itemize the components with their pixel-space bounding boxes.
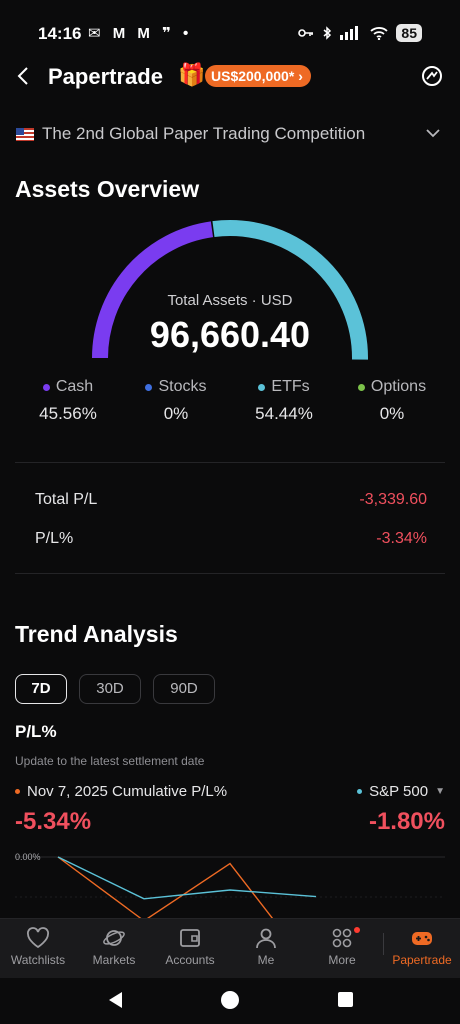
etfs-arc bbox=[212, 220, 368, 360]
pl-percent-value: -3.34% bbox=[376, 530, 427, 547]
series-right-value: -1.80% bbox=[368, 808, 445, 835]
chevron-down-icon bbox=[426, 129, 440, 138]
nav-more[interactable]: More bbox=[304, 927, 380, 967]
system-back-icon[interactable] bbox=[106, 990, 124, 1010]
blue-dot-icon bbox=[357, 789, 363, 794]
competition-selector[interactable]: The 2nd Global Paper Trading Competition bbox=[16, 122, 446, 146]
total-assets-label: Total Assets · USD bbox=[167, 292, 293, 309]
legend-label: Stocks bbox=[158, 378, 207, 395]
pl-chart-heading: P/L% bbox=[15, 722, 57, 741]
promo-badge[interactable]: US$200,000* › bbox=[205, 65, 311, 87]
asset-allocation-gauge bbox=[92, 220, 368, 360]
nav-me[interactable]: Me bbox=[228, 927, 304, 967]
legend-value: 0% bbox=[163, 404, 189, 423]
planet-icon bbox=[103, 930, 125, 946]
notification-dot-icon bbox=[354, 927, 360, 933]
tab-90d[interactable]: 90D bbox=[153, 674, 215, 704]
nav-bar: Papertrade 🎁 US$200,000* › bbox=[0, 56, 460, 100]
legend-label: Options bbox=[370, 378, 427, 395]
nav-watchlists[interactable]: Watchlists bbox=[0, 927, 76, 967]
total-pl-value: -3,339.60 bbox=[359, 491, 427, 508]
page-title: Papertrade bbox=[48, 64, 163, 89]
status-time: 14:16 bbox=[38, 24, 82, 43]
gift-icon[interactable]: 🎁 bbox=[178, 62, 206, 87]
caret-down-icon: ▼ bbox=[435, 786, 445, 797]
divider bbox=[15, 573, 445, 574]
series-right-label: S&P 500 bbox=[369, 783, 429, 800]
nav-label: Papertrade bbox=[392, 953, 452, 967]
tab-30d[interactable]: 30D bbox=[79, 674, 141, 704]
series-legend-row: Nov 7, 2025 Cumulative P/L% S&P 500 ▼ bbox=[15, 783, 445, 803]
competition-label: The 2nd Global Paper Trading Competition bbox=[42, 124, 366, 143]
promo-amount: US$200,000* bbox=[211, 68, 295, 84]
pl-chart-subtitle: Update to the latest settlement date bbox=[15, 754, 205, 768]
legend-options: Options 0% bbox=[332, 378, 452, 424]
benchmark-selector[interactable]: S&P 500 ▼ bbox=[357, 783, 445, 800]
series-left-value: -5.34% bbox=[15, 808, 92, 835]
bottom-tab-bar: Watchlists Markets Accounts Me More Pape… bbox=[0, 918, 460, 978]
legend-label: Cash bbox=[55, 378, 94, 395]
series-left-label: Nov 7, 2025 Cumulative P/L% bbox=[27, 783, 228, 800]
us-flag-icon bbox=[16, 127, 34, 141]
total-pl-label: Total P/L bbox=[35, 491, 98, 508]
nav-label: Markets bbox=[92, 953, 136, 967]
legend-label: ETFs bbox=[271, 378, 310, 395]
total-pl-row: Total P/L -3,339.60 bbox=[35, 491, 427, 509]
system-home-icon[interactable] bbox=[220, 990, 240, 1010]
allocation-legend: Cash 45.56% Stocks 0% ETFs 54.44% Option… bbox=[0, 378, 460, 434]
nav-papertrade[interactable]: Papertrade bbox=[384, 927, 460, 967]
nav-accounts[interactable]: Accounts bbox=[152, 927, 228, 967]
cash-dot-icon bbox=[42, 383, 50, 391]
legend-cash: Cash 45.56% bbox=[8, 378, 128, 424]
status-right: 85 bbox=[298, 24, 422, 42]
trend-heading: Trend Analysis bbox=[15, 621, 178, 647]
bluetooth-icon bbox=[323, 26, 332, 40]
nav-label: Me bbox=[257, 953, 275, 967]
nav-label: More bbox=[328, 953, 356, 967]
nav-separator bbox=[383, 933, 384, 955]
total-assets-value: 96,660.40 bbox=[149, 314, 311, 355]
nav-label: Watchlists bbox=[10, 953, 66, 967]
assets-heading: Assets Overview bbox=[15, 176, 200, 202]
y-tick-label: 0.00% bbox=[15, 852, 41, 862]
pl-chart-svg bbox=[15, 856, 445, 920]
grid-icon bbox=[332, 928, 352, 948]
pl-percent-label: P/L% bbox=[35, 530, 74, 547]
refresh-icon[interactable] bbox=[420, 64, 444, 88]
tab-7d[interactable]: 7D bbox=[15, 674, 67, 704]
legend-value: 45.56% bbox=[39, 404, 97, 423]
back-arrow-icon[interactable] bbox=[12, 64, 36, 88]
legend-value: 54.44% bbox=[255, 404, 313, 423]
signal-icon bbox=[340, 26, 359, 40]
wifi-icon bbox=[370, 27, 389, 40]
wallet-icon bbox=[180, 929, 200, 947]
divider bbox=[15, 462, 445, 463]
gamepad-icon bbox=[412, 932, 432, 945]
key-icon bbox=[298, 29, 314, 37]
period-tabs: 7D 30D 90D bbox=[15, 674, 215, 704]
orange-dot-icon bbox=[15, 789, 20, 794]
portfolio-line bbox=[57, 856, 275, 920]
status-bar: 14:16 ✉ M M ❞ • 85 bbox=[0, 0, 460, 60]
system-recents-icon[interactable] bbox=[337, 991, 354, 1008]
legend-stocks: Stocks 0% bbox=[116, 378, 236, 424]
person-icon bbox=[256, 928, 276, 949]
etfs-dot-icon bbox=[258, 383, 266, 391]
nav-label: Accounts bbox=[165, 953, 215, 967]
notification-icons: ✉ M M ❞ • bbox=[88, 25, 193, 42]
legend-value: 0% bbox=[379, 404, 405, 423]
cash-arc bbox=[92, 221, 214, 359]
pl-chart: 0.00% bbox=[0, 845, 460, 920]
promo-chevron-icon: › bbox=[298, 68, 303, 84]
pl-percent-row: P/L% -3.34% bbox=[35, 530, 427, 548]
series-left: Nov 7, 2025 Cumulative P/L% bbox=[15, 783, 227, 800]
nav-markets[interactable]: Markets bbox=[76, 927, 152, 967]
system-navigation bbox=[0, 978, 460, 1024]
heart-icon bbox=[27, 927, 49, 949]
battery-level: 85 bbox=[396, 24, 422, 42]
benchmark-line bbox=[57, 856, 317, 900]
stocks-dot-icon bbox=[145, 383, 153, 391]
options-dot-icon bbox=[357, 383, 365, 391]
legend-etfs: ETFs 54.44% bbox=[224, 378, 344, 424]
